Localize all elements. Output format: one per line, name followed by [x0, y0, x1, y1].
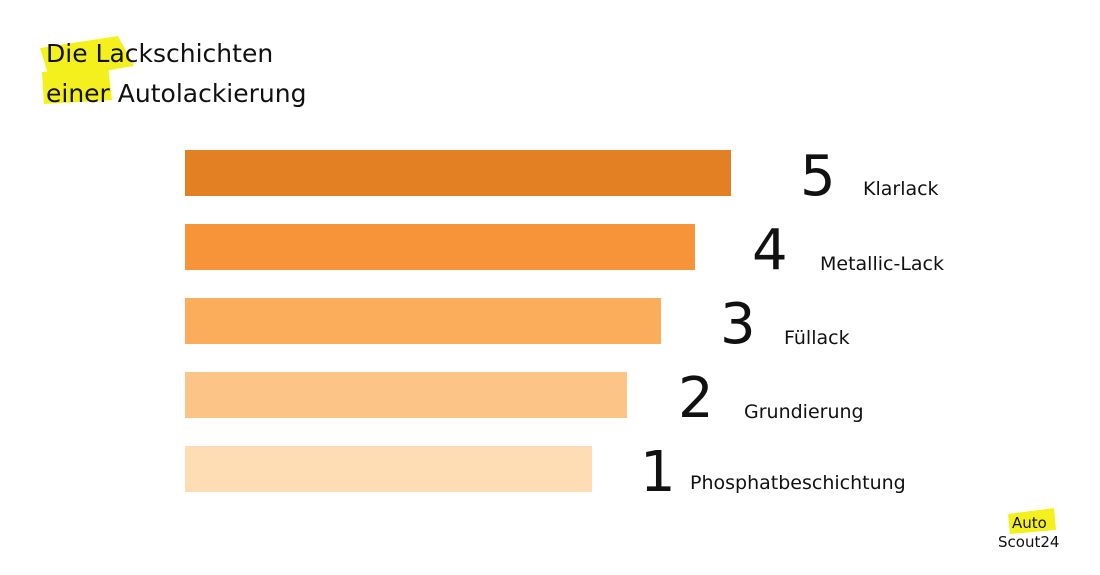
layer-number: 3: [720, 292, 756, 357]
layer-bar: [185, 298, 661, 344]
title-line: einer Autolackierung: [46, 79, 306, 108]
title-line: Die Lackschichten: [46, 39, 273, 68]
layer-bar: [185, 446, 592, 492]
layer-bar: [185, 224, 695, 270]
layer-number: 2: [678, 366, 714, 431]
layer-label: Grundierung: [744, 401, 864, 423]
layer-label: Klarlack: [863, 178, 939, 200]
logo-text: Scout24: [998, 533, 1059, 551]
logo-text: Auto: [1012, 514, 1047, 532]
title-highlight: [42, 66, 112, 104]
layer-number: 1: [640, 440, 676, 505]
layer-label: Phosphatbeschichtung: [690, 472, 906, 494]
layer-bar: [185, 372, 627, 418]
logo-highlight: [1008, 508, 1056, 534]
layer-label: Metallic-Lack: [820, 253, 944, 275]
layer-number: 5: [800, 144, 836, 209]
title-highlight: [40, 36, 134, 80]
layer-label: Füllack: [784, 327, 850, 349]
layer-number: 4: [752, 218, 788, 283]
layer-bar: [185, 150, 731, 196]
